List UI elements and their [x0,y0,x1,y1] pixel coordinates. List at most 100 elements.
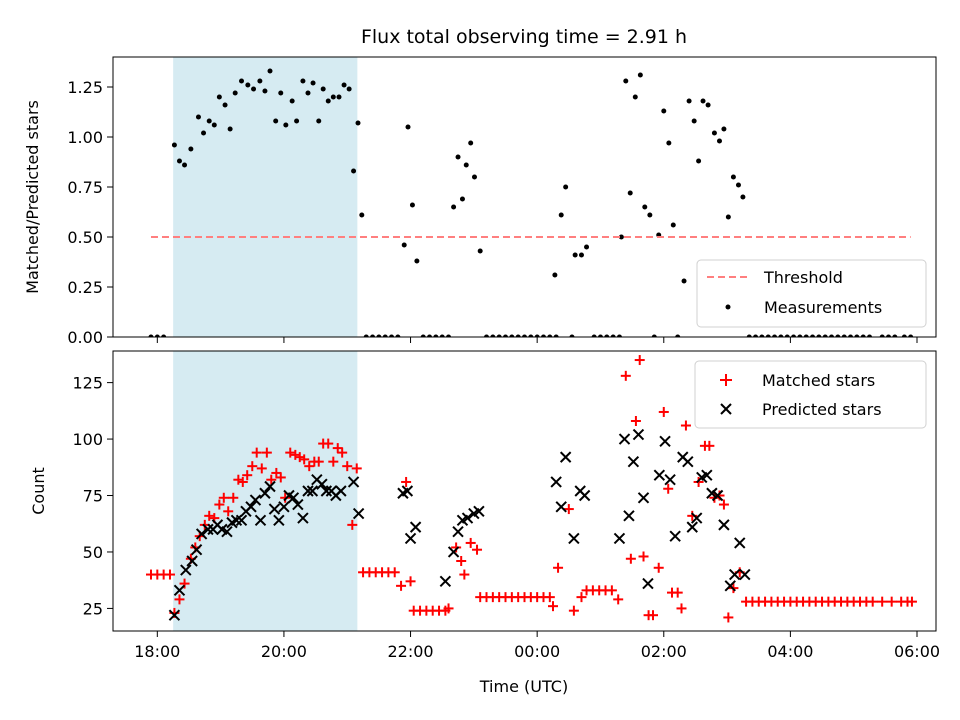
measurement-point [389,334,395,337]
measurement-point [841,334,847,337]
matched-star-point [638,551,649,562]
predicted-star-point [550,476,562,488]
measurement-point [283,122,289,128]
measurement-point [860,334,866,337]
predicted-star-point [273,514,285,527]
matched-star-point [280,492,291,503]
measurement-point [908,334,914,337]
y-tick-label: 125 [72,374,103,393]
legend-predicted-swatch [720,403,732,415]
predicted-star-point [235,514,248,527]
matched-star-point [290,449,301,460]
measurement-point [563,184,569,190]
matched-star-point [405,576,416,587]
bottom-legend: Matched stars Predicted stars [694,360,927,429]
measurement-point [572,252,578,258]
matched-star-point [228,492,239,503]
measurement-point [216,94,222,100]
matched-star-point [271,467,282,478]
matched-star-point [266,474,277,485]
measurement-point [522,334,527,337]
predicted-star-point [404,532,417,545]
measurement-point [681,278,687,284]
matched-star-point [275,472,286,483]
matched-star-point [672,587,683,598]
matched-star-point [443,603,454,614]
predicted-star-point [352,507,365,520]
legend-matched-label: Matched stars [762,371,875,390]
matched-star-point [620,370,631,381]
matched-star-point [456,556,467,566]
matched-star-point [568,605,579,616]
matched-star-point [237,476,248,487]
matched-star-point [285,447,296,458]
measurement-point [901,334,907,337]
measurement-point [382,334,388,337]
matched-star-point [261,447,272,458]
matched-star-point [676,603,687,614]
measurement-point [591,334,597,337]
predicted-star-point [690,512,703,524]
matched-star-point [663,483,674,494]
matched-star-point [337,447,348,458]
measurement-point [341,82,347,88]
measurement-point [471,174,477,180]
predicted-star-point [173,584,186,597]
measurement-point [154,334,160,337]
predicted-star-point [202,523,214,536]
measurement-point [627,190,633,196]
measurement-point [370,334,376,337]
predicted-star-point [728,568,741,581]
predicted-star-point [711,489,724,502]
measurement-point [604,334,610,337]
bottom-y-axis: 25 50 75 100 125 [72,374,113,618]
matched-star-point [323,438,334,449]
predicted-star-point [186,555,198,567]
predicted-star-point [659,435,671,448]
matched-star-point [472,544,483,555]
top-shaded-interval [173,57,358,337]
predicted-star-point [734,537,746,549]
measurement-point [623,78,629,84]
measurement-point [262,88,268,94]
predicted-star-point [627,455,640,468]
predicted-star-point [578,489,591,502]
measurement-point [666,140,672,146]
measurement-point [647,212,653,218]
x-tick-label: 00:00 [514,642,560,661]
measurement-point [503,334,509,337]
measurement-point [188,146,194,152]
measurement-point [201,130,207,136]
legend-threshold-label: Threshold [763,268,843,287]
predicted-star-point [452,525,464,538]
measurement-point [289,98,295,104]
matched-star-point [164,569,175,580]
matched-star-point [396,580,407,591]
measurement-point [632,94,638,100]
predicted-star-point [618,433,631,445]
top-legend-box [696,259,927,328]
matched-star-point [304,461,315,472]
predicted-star-point [292,498,304,511]
measurement-point [222,102,228,108]
measurement-point [171,142,177,148]
matched-star-point [179,578,190,589]
measurement-point [610,334,616,337]
measurement-point [468,140,474,146]
measurement-point [300,78,306,84]
measurement-point [816,334,822,337]
predicted-star-point [718,519,730,531]
matched-star-point [313,456,324,467]
predicted-star-point [632,428,645,441]
x-tick-label: 18:00 [134,642,180,661]
measurement-point [251,86,257,92]
bottom-x-axis-label: Time (UTC) [479,677,568,696]
predicted-star-point [230,514,243,527]
measurement-point [148,334,154,337]
matched-star-point [299,454,310,465]
y-tick-label: 1.00 [67,128,103,147]
top-y-axis-label: Matched/Predicted stars [23,100,42,294]
predicted-star-point [682,455,694,468]
matched-star-point [563,504,574,515]
predicted-star-point [306,485,319,497]
